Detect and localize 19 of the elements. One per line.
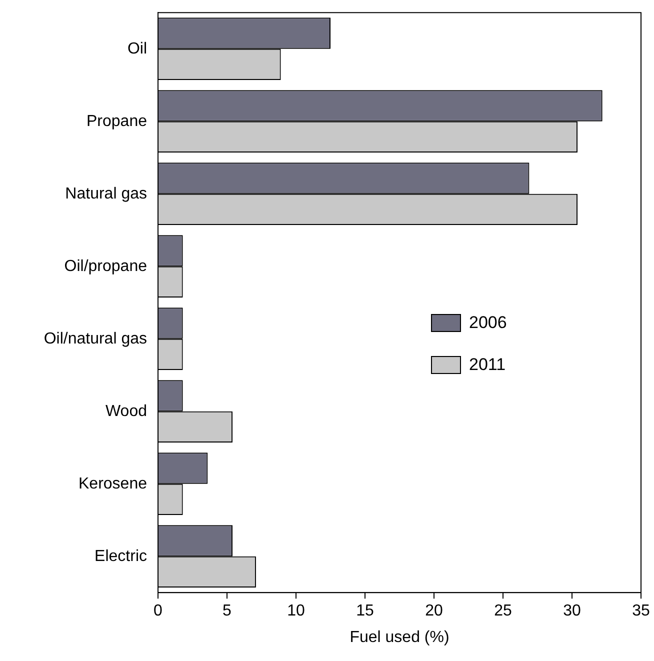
x-tick-label: 15 (356, 602, 374, 620)
x-tick-label: 5 (222, 602, 232, 620)
y-tick-label: Kerosene (78, 475, 148, 492)
x-tick-label: 0 (154, 602, 163, 620)
x-tick-label: 30 (563, 602, 581, 620)
y-tick-label: Oil (127, 40, 147, 58)
legend-label: 2011 (469, 354, 506, 375)
x-tick-label: 35 (632, 602, 650, 620)
y-tick-label: Wood (105, 402, 147, 420)
y-tick-label: Electric (94, 548, 147, 565)
x-axis-title: Fuel used (%) (350, 628, 450, 646)
legend-label: 2006 (469, 312, 507, 333)
x-tick-label: 25 (494, 602, 512, 620)
y-tick-label: Oil/natural gas (44, 330, 147, 348)
y-tick-label: Natural gas (65, 185, 147, 202)
x-tick-label: 10 (287, 602, 305, 620)
y-tick-label: Oil/propane (64, 258, 148, 275)
x-tick-label: 20 (425, 602, 443, 620)
y-tick-label: Propane (86, 112, 148, 130)
